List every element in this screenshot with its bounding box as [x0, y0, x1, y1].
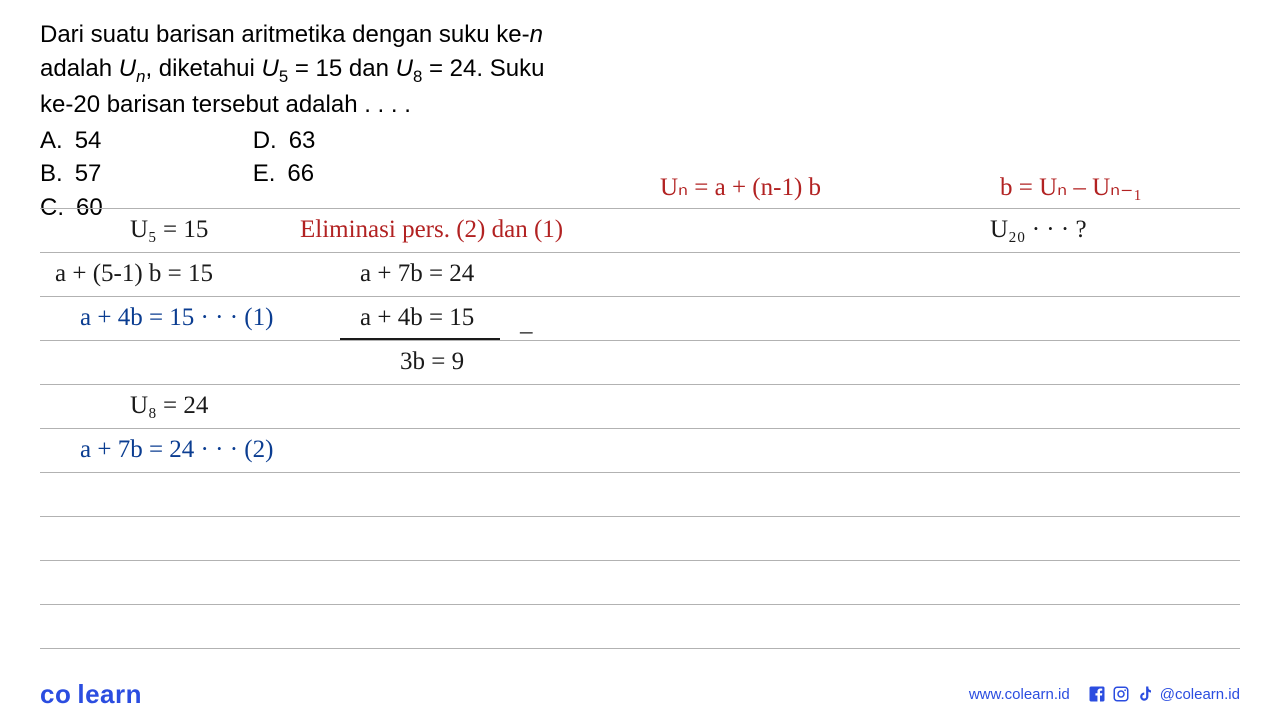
formula-b: b = Uₙ – Uₙ₋₁	[1000, 172, 1142, 202]
work-eq1b: a + 4b = 15 · · · (1)	[80, 304, 273, 332]
option-a-value: 54	[75, 124, 102, 158]
problem-U5-U: U	[262, 55, 279, 82]
option-e: E. 66	[253, 157, 316, 191]
problem-l2b: , diketahui	[145, 55, 261, 82]
problem-U8-sub: 8	[413, 66, 422, 85]
footer: colearn www.colearn.id @colearn.id	[0, 668, 1280, 720]
logo-part-b: learn	[77, 679, 142, 709]
logo-part-a: co	[40, 679, 71, 709]
elim-title: Eliminasi pers. (2) dan (1)	[300, 216, 563, 244]
problem-l2d: = 24. Suku	[422, 55, 544, 82]
problem-text: Dari suatu barisan aritmetika dengan suk…	[40, 18, 640, 122]
option-e-value: 66	[287, 157, 314, 191]
problem-l2a: adalah	[40, 55, 119, 82]
option-b-label: B.	[40, 157, 63, 191]
elim-line1: a + 7b = 24	[360, 260, 474, 288]
brand-logo: colearn	[40, 679, 142, 710]
work-eq1a: a + (5-1) b = 15	[55, 260, 213, 288]
work-u8: U₈ = 24	[130, 392, 208, 420]
formula-un: Uₙ = a + (n-1) b	[660, 172, 821, 202]
option-d-label: D.	[253, 124, 277, 158]
problem-U5-sub: 5	[279, 66, 288, 85]
problem-l1a: Dari suatu barisan aritmetika dengan suk…	[40, 21, 530, 48]
minus-sign: –	[520, 318, 533, 346]
social-block: @colearn.id	[1088, 685, 1240, 703]
elim-result: 3b = 9	[400, 348, 464, 376]
option-a-label: A.	[40, 124, 63, 158]
instagram-icon	[1112, 685, 1130, 703]
problem-l3: ke-20 barisan tersebut adalah . . . .	[40, 88, 640, 122]
option-a: A. 54	[40, 124, 103, 158]
problem-l2c: = 15 dan	[288, 55, 395, 82]
option-b-value: 57	[75, 157, 102, 191]
u20-question: U₂₀ · · · ?	[990, 216, 1087, 244]
option-e-label: E.	[253, 157, 276, 191]
option-d-value: 63	[289, 124, 316, 158]
problem-U8-U: U	[396, 55, 413, 82]
problem-Un-U: U	[119, 55, 136, 82]
tiktok-icon	[1136, 685, 1154, 703]
lined-paper: Uₙ = a + (n-1) b b = Uₙ – Uₙ₋₁ U₂₀ · · ·…	[0, 200, 1280, 660]
footer-handle: @colearn.id	[1160, 686, 1240, 703]
work-eq2: a + 7b = 24 · · · (2)	[80, 436, 273, 464]
option-d: D. 63	[253, 124, 316, 158]
option-b: B. 57	[40, 157, 103, 191]
footer-url: www.colearn.id	[969, 686, 1070, 703]
problem-l1-n: n	[530, 21, 543, 48]
work-u5: U₅ = 15	[130, 216, 208, 244]
elim-line2: a + 4b = 15	[360, 304, 474, 332]
facebook-icon	[1088, 685, 1106, 703]
